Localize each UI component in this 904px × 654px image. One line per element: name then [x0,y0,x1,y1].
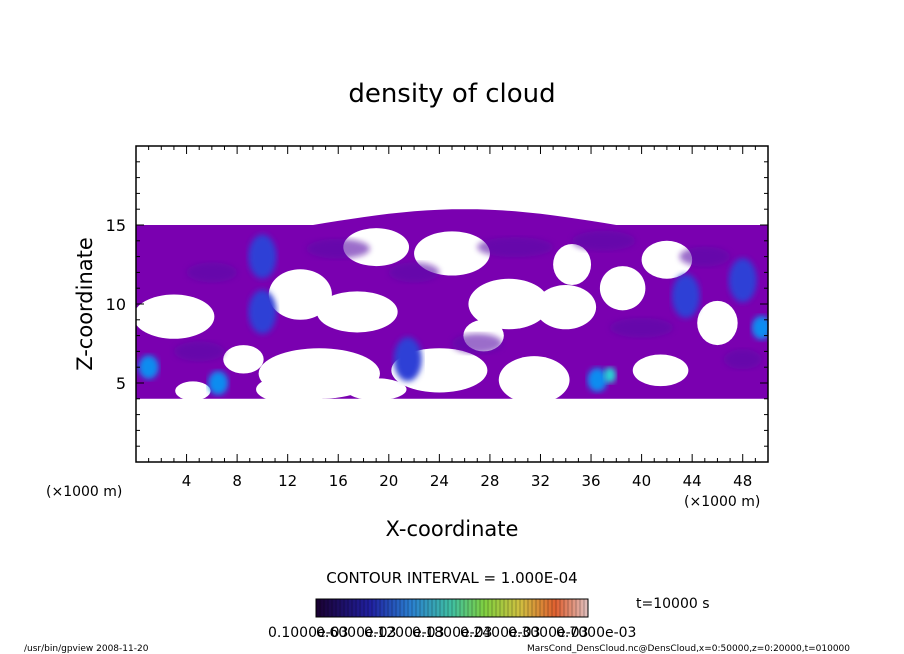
cloud-gap-14 [256,375,332,404]
y-axis-label: Z-coordinate [73,237,97,371]
cloud-gap-15 [345,378,407,401]
cloud-gap-18 [632,354,689,387]
cloud-streak-3 [477,237,554,258]
colorbar-label: 0.1000e-03 [268,625,348,641]
x-tick-label: 40 [632,472,651,490]
y-axis: 5 10 15 [106,161,768,447]
cloud-gap-9 [641,240,693,279]
cloud-gap-3 [343,228,410,267]
cloud-gap-7 [553,243,592,286]
cloud-gap-19 [175,381,211,401]
x-tick-label: 36 [581,472,600,490]
footer-left: /usr/bin/gpview 2008-11-20 [24,644,149,654]
colorbar-label: 0.1200e-03 [364,625,444,641]
hot-spot-4 [393,337,422,382]
x-tick-label: 4 [182,472,192,490]
x-tick-label: 24 [430,472,449,490]
x-tick-label: 48 [733,472,752,490]
colorbar-label: 0.2400e-03 [460,625,540,641]
cloud-gap-8 [599,266,646,311]
cloud-streak-4 [572,230,636,251]
cloud-streak-7 [610,317,674,338]
x-axis-label: X-coordinate [386,517,519,541]
cloud-gap-1 [268,269,332,320]
x-unit-right: (×1000 m) [684,494,760,510]
y-tick-label: 5 [116,374,126,393]
cloud-gap-0 [136,294,215,339]
hot-spot-0 [248,234,277,279]
cloud-streak-1 [306,238,370,259]
time-label: t=10000 s [636,596,710,612]
x-tick-label: 44 [683,472,702,490]
cloud-gap-13 [498,356,570,404]
colorbar-label: 0.7000e-03 [556,625,636,641]
x-tick-label: 20 [379,472,398,490]
cloud-gap-5 [468,278,550,330]
colorbar-labels: 0.1000e-030.6000e-030.1200e-030.1800e-03… [268,625,636,641]
hot-spot-3 [208,371,229,395]
colorbar-label: 0.1800e-03 [412,625,492,641]
hot-spot-8 [728,258,757,303]
hot-spot-9 [751,315,768,340]
x-tick-label: 8 [232,472,242,490]
cloud-streak-2 [388,262,440,283]
plot-area [136,209,768,404]
x-unit-left: (×1000 m) [46,484,122,500]
cloud-gap-2 [316,291,398,333]
cloud-gap-10 [697,300,738,346]
y-tick-label: 10 [106,295,126,314]
chart-title: density of cloud [348,79,555,109]
hot-spot-6 [604,367,616,384]
x-tick-label: 12 [278,472,297,490]
y-tick-label: 15 [106,216,126,235]
x-tick-label: 32 [531,472,550,490]
hot-spot-1 [248,289,277,334]
cloud-gap-17 [223,345,264,374]
hot-spot-7 [671,274,700,319]
x-tick-label: 28 [480,472,499,490]
x-axis: 4 8 12 16 20 24 28 32 36 40 44 48 [148,146,756,490]
cloud-streak-6 [452,333,503,354]
cloud-streak-8 [173,341,225,362]
colorbar-label: 0.6000e-03 [316,625,396,641]
cloud-gap-4 [414,231,490,276]
cloud-streak-9 [723,349,762,370]
hot-spot-5 [587,367,608,392]
hot-spot-2 [138,355,159,380]
colorbar-label: 0.3000e-03 [508,625,588,641]
footer-right: MarsCond_DensCloud.nc@DensCloud,x=0:5000… [527,644,850,654]
colorbar-ticks [319,599,585,617]
cloud-streak-5 [679,246,731,267]
contour-interval: CONTOUR INTERVAL = 1.000E-04 [326,569,577,587]
x-tick-label: 16 [329,472,348,490]
cloud-streak-0 [186,262,238,283]
cloud-gap-6 [535,285,597,330]
